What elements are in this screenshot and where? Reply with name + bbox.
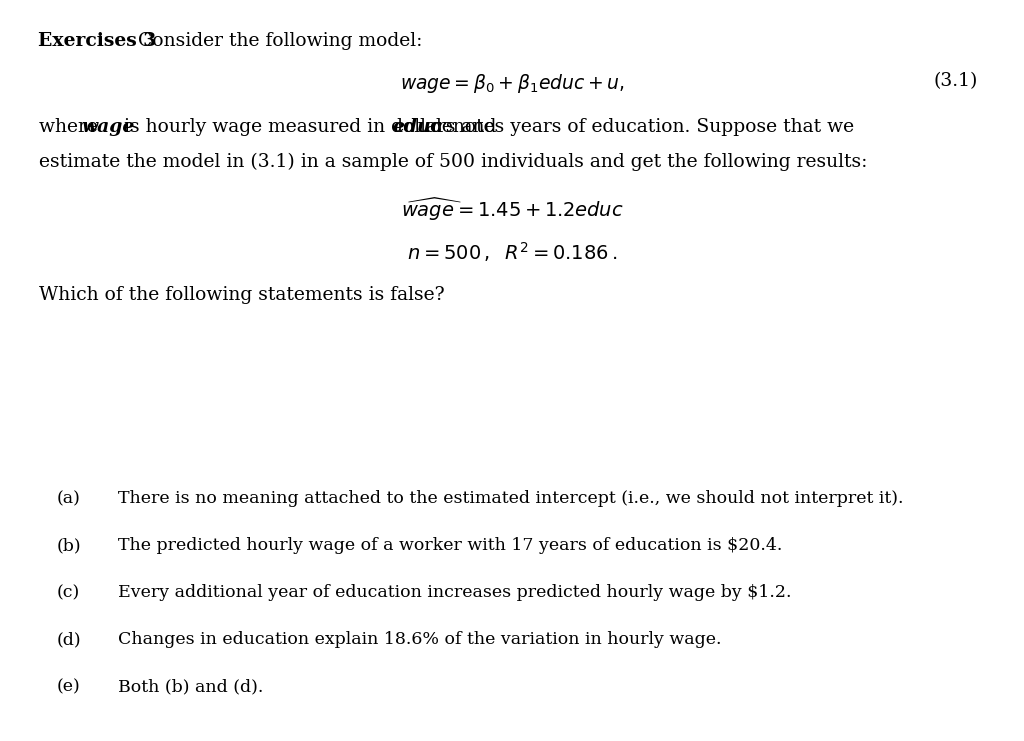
- Text: Both (b) and (d).: Both (b) and (d).: [118, 678, 263, 695]
- Text: educ: educ: [393, 118, 442, 136]
- Text: There is no meaning attached to the estimated intercept (i.e., we should not int: There is no meaning attached to the esti…: [118, 490, 903, 507]
- Text: $\widehat{\mathit{wage}} = 1.45 + 1.2\mathit{educ}$: $\widehat{\mathit{wage}} = 1.45 + 1.2\ma…: [400, 196, 624, 223]
- Text: (b): (b): [56, 537, 81, 554]
- Text: denotes years of education. Suppose that we: denotes years of education. Suppose that…: [424, 118, 855, 136]
- Text: Consider the following model:: Consider the following model:: [132, 32, 423, 50]
- Text: (c): (c): [56, 584, 80, 601]
- Text: estimate the model in (3.1) in a sample of 500 individuals and get the following: estimate the model in (3.1) in a sample …: [39, 153, 867, 171]
- Text: (d): (d): [56, 631, 81, 648]
- Text: (a): (a): [56, 490, 80, 507]
- Text: $\mathit{n} = 500\,,\;\; R^2 = 0.186\,.$: $\mathit{n} = 500\,,\;\; R^2 = 0.186\,.$: [407, 240, 617, 264]
- Text: Exercises 3: Exercises 3: [38, 32, 157, 50]
- Text: $\mathit{wage} = \mathit{\beta}_0 + \mathit{\beta}_1\mathit{educ} + \mathit{u},$: $\mathit{wage} = \mathit{\beta}_0 + \mat…: [399, 72, 625, 95]
- Text: (3.1): (3.1): [934, 72, 978, 90]
- Text: wage: wage: [82, 118, 135, 136]
- Text: where: where: [39, 118, 103, 136]
- Text: is hourly wage measured in dollars and: is hourly wage measured in dollars and: [118, 118, 503, 136]
- Text: Changes in education explain 18.6% of the variation in hourly wage.: Changes in education explain 18.6% of th…: [118, 631, 721, 648]
- Text: Every additional year of education increases predicted hourly wage by $1.2.: Every additional year of education incre…: [118, 584, 792, 601]
- Text: The predicted hourly wage of a worker with 17 years of education is $20.4.: The predicted hourly wage of a worker wi…: [118, 537, 782, 554]
- Text: (e): (e): [56, 678, 80, 695]
- Text: Which of the following statements is false?: Which of the following statements is fal…: [39, 286, 444, 304]
